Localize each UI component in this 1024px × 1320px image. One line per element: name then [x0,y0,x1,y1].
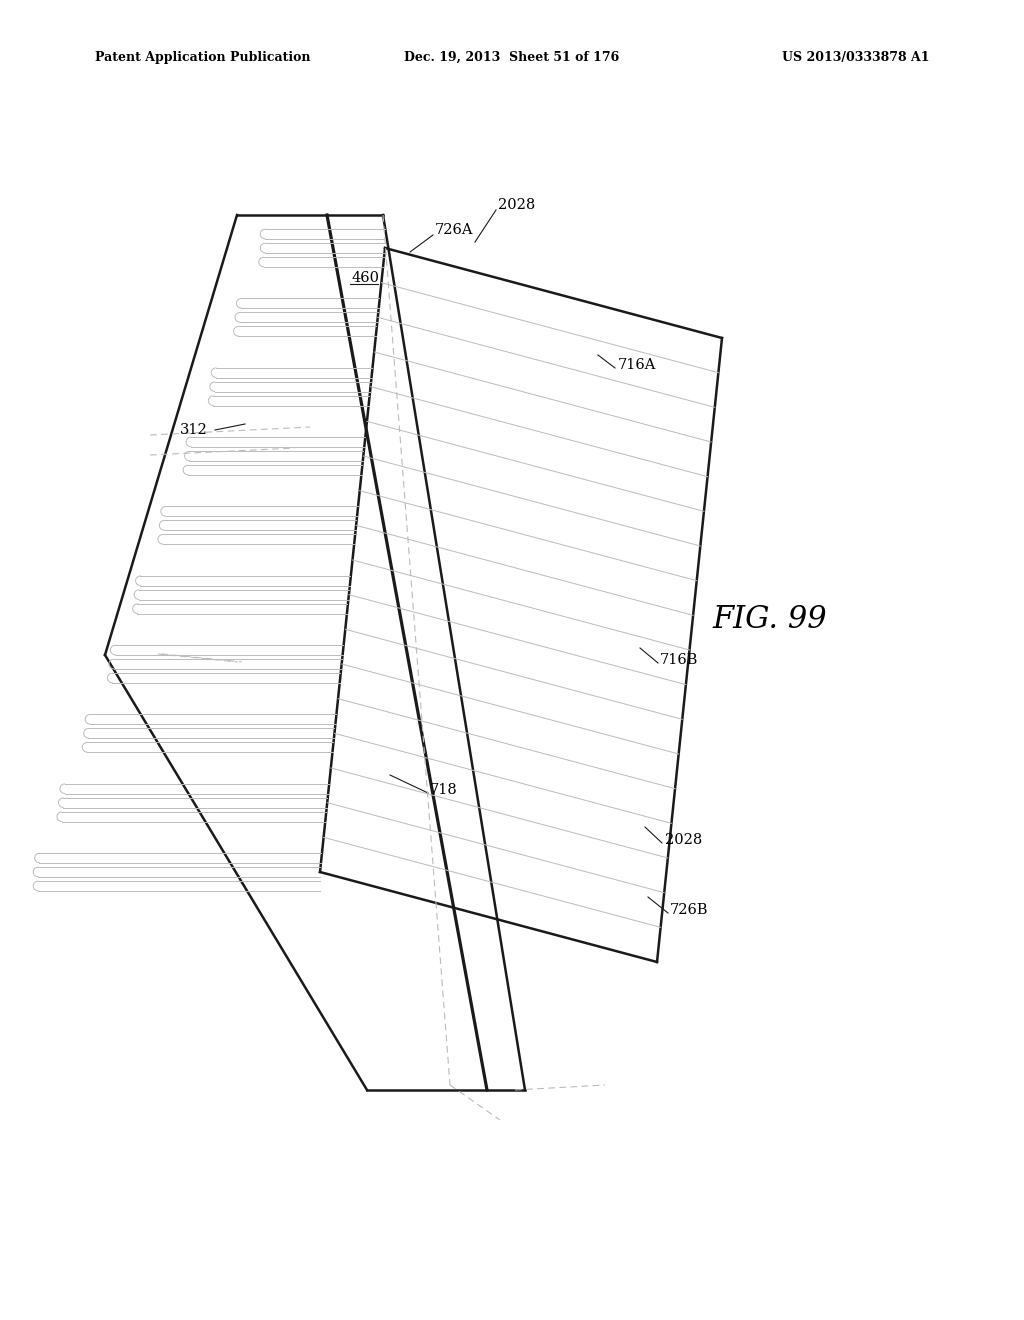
Text: 716B: 716B [660,653,698,667]
Text: 460: 460 [352,271,380,285]
Text: 726A: 726A [435,223,473,238]
Text: 716A: 716A [618,358,656,372]
Text: Patent Application Publication: Patent Application Publication [95,50,310,63]
Text: 312: 312 [180,422,208,437]
Text: 2028: 2028 [498,198,536,213]
Text: Dec. 19, 2013  Sheet 51 of 176: Dec. 19, 2013 Sheet 51 of 176 [404,50,620,63]
Text: FIG. 99: FIG. 99 [713,605,827,635]
Text: US 2013/0333878 A1: US 2013/0333878 A1 [782,50,930,63]
Text: 718: 718 [430,783,458,797]
Text: 726B: 726B [670,903,709,917]
Text: 2028: 2028 [665,833,702,847]
